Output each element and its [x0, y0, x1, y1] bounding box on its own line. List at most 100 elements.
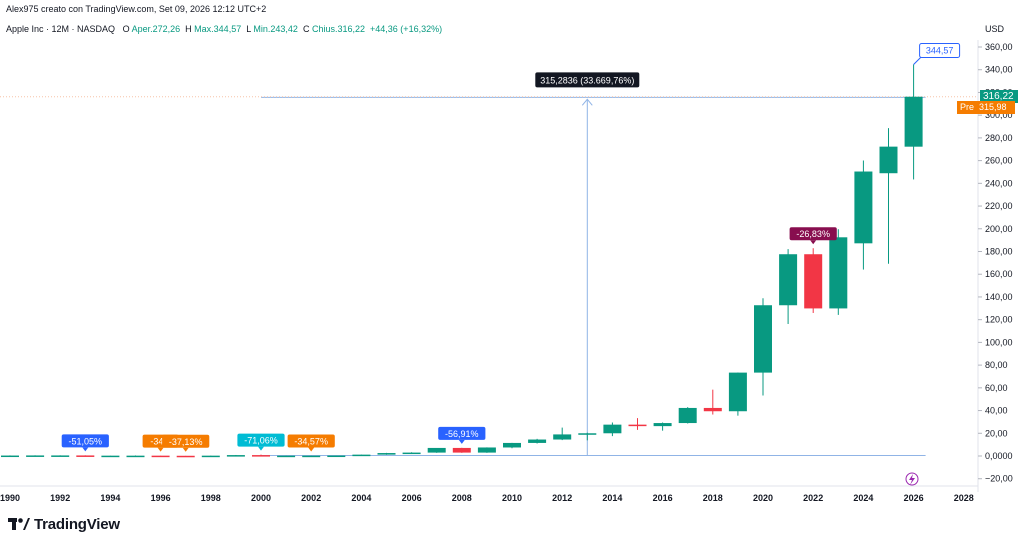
candle-body[interactable] — [151, 455, 170, 458]
drawdown-label-pointer — [258, 446, 264, 451]
drawdown-label-box — [789, 227, 837, 241]
open-label: O — [122, 24, 130, 34]
x-tick-label: 2022 — [803, 493, 823, 503]
candle-body[interactable] — [754, 305, 772, 373]
tradingview-logo-icon — [8, 517, 30, 531]
drawdown-label: -34,57% — [294, 437, 328, 447]
chart-credit: Alex975 creato con TradingView.com, Set … — [6, 4, 267, 14]
candle-body[interactable] — [452, 447, 471, 453]
candle-body[interactable] — [427, 447, 446, 453]
drawdown-label-box — [237, 433, 285, 447]
x-tick-label: 2026 — [904, 493, 924, 503]
drawdown-label-box — [438, 426, 486, 440]
measure-arrowhead — [581, 98, 593, 106]
candle-body[interactable] — [352, 454, 371, 457]
drawdown-label: -56,91% — [445, 429, 479, 439]
low-label: L — [246, 24, 251, 34]
x-tick-label: 2002 — [301, 493, 321, 503]
y-tick-label: 260,00 — [985, 156, 1013, 166]
high-callout-label: 344,57 — [926, 46, 954, 56]
y-tick-label: 180,00 — [985, 247, 1013, 257]
candle-body[interactable] — [779, 254, 798, 306]
y-tick-label: 200,00 — [985, 224, 1013, 234]
candle-body[interactable] — [503, 442, 521, 448]
x-tick-label: 2020 — [753, 493, 773, 503]
lightning-icon[interactable] — [905, 472, 919, 486]
y-tick-label: −20,00 — [985, 474, 1013, 484]
candle-body[interactable] — [653, 423, 672, 427]
y-tick-label: 360,00 — [985, 42, 1013, 52]
y-tick-label: 280,00 — [985, 133, 1013, 143]
drawdown-label-pointer — [308, 447, 315, 452]
candle-body[interactable] — [176, 455, 195, 458]
y-tick-label: 40,00 — [985, 406, 1008, 416]
candle-body[interactable] — [904, 96, 923, 147]
candle-body[interactable] — [678, 407, 697, 424]
drawdown-label: -71,06% — [244, 436, 278, 446]
y-tick-label: 140,00 — [985, 292, 1013, 302]
tradingview-logo[interactable]: TradingView — [8, 514, 120, 534]
candle-body[interactable] — [402, 452, 421, 455]
candle-body[interactable] — [528, 439, 547, 443]
y-tick-label: 300,00 — [985, 110, 1013, 120]
x-tick-label: 1994 — [100, 493, 120, 503]
candle-body[interactable] — [628, 424, 647, 427]
x-tick-label: 2016 — [653, 493, 673, 503]
candle-body[interactable] — [578, 433, 597, 435]
y-tick-label: 340,00 — [985, 65, 1013, 75]
x-tick-label: 2012 — [552, 493, 572, 503]
candle-body[interactable] — [201, 455, 220, 458]
symbol-line[interactable]: Apple Inc · 12M · NASDAQ — [6, 24, 116, 34]
x-tick-label: 2028 — [954, 493, 974, 503]
candle-body[interactable] — [728, 372, 747, 412]
ohlc-legend: Apple Inc · 12M · NASDAQ O Aper.272,26 H… — [6, 24, 442, 34]
candle-body[interactable] — [477, 447, 496, 453]
high-label: H — [185, 24, 192, 34]
drawdown-label-pointer — [157, 447, 164, 452]
high-value: Max.344,57 — [194, 24, 242, 34]
candle-body[interactable] — [101, 455, 120, 458]
x-tick-label: 2004 — [351, 493, 371, 503]
candle-body[interactable] — [226, 455, 245, 457]
candle-body[interactable] — [252, 455, 270, 457]
candle-body[interactable] — [277, 455, 296, 458]
candle-body[interactable] — [51, 455, 70, 457]
measure-label-box — [535, 72, 640, 88]
candle-body[interactable] — [377, 453, 396, 455]
x-tick-label: 2024 — [853, 493, 873, 503]
currency-label[interactable]: USD — [985, 24, 1005, 34]
candle-body[interactable] — [804, 254, 823, 309]
candle-body[interactable] — [553, 434, 572, 440]
candle-body[interactable] — [854, 171, 873, 244]
candle-body[interactable] — [603, 424, 622, 434]
candle-body[interactable] — [327, 455, 346, 458]
y-tick-label: 100,00 — [985, 337, 1013, 347]
x-tick-label: 2018 — [703, 493, 723, 503]
candle-body[interactable] — [703, 407, 722, 412]
candle-body[interactable] — [126, 455, 145, 458]
tradingview-wordmark: TradingView — [34, 515, 120, 533]
y-tick-label: 60,00 — [985, 383, 1008, 393]
last-price-tag: 316,22 — [980, 90, 1018, 104]
candle-body[interactable] — [829, 237, 848, 309]
drawdown-label-pointer — [810, 240, 817, 245]
drawdown-label-pointer — [82, 447, 89, 452]
candle-body[interactable] — [26, 455, 45, 457]
drawdown-label-pointer — [182, 447, 189, 452]
candle-body[interactable] — [76, 455, 95, 457]
y-tick-label: 20,00 — [985, 428, 1008, 438]
candlestick-chart[interactable]: 360,00340,00320,00300,00280,00260,00240,… — [0, 0, 1024, 510]
candle-body[interactable] — [1, 455, 19, 458]
y-tick-label: 120,00 — [985, 315, 1013, 325]
y-tick-label: 160,00 — [985, 269, 1013, 279]
candle-body[interactable] — [879, 146, 898, 174]
candle-body[interactable] — [302, 455, 321, 458]
drawdown-label-box — [61, 434, 109, 448]
x-tick-label: 2010 — [502, 493, 522, 503]
low-value: Min.243,42 — [253, 24, 298, 34]
close-label: C — [302, 24, 310, 34]
x-tick-label: 2006 — [402, 493, 422, 503]
y-tick-label: 220,00 — [985, 201, 1013, 211]
y-tick-label: 80,00 — [985, 360, 1008, 370]
lightning-icon-glyph — [909, 474, 915, 485]
